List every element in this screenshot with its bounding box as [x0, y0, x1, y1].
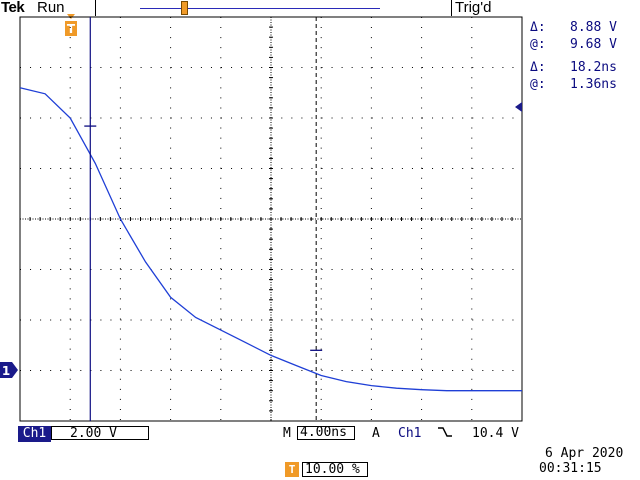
time-delta-label: Δ: — [530, 60, 546, 75]
trigger-arrow-icon — [67, 14, 75, 19]
horizontal-position-icon: T — [285, 462, 299, 477]
acquisition-mode: A — [372, 426, 380, 441]
header-divider — [451, 0, 452, 16]
cursor-group — [84, 17, 323, 421]
timebase-prefix: M — [283, 426, 291, 441]
voltage-at-value: 9.68 V — [570, 37, 617, 52]
graticule-border — [19, 16, 523, 422]
cursor-readout-panel: Δ: 8.88 V @: 9.68 V Δ: 18.2ns @: 1.36ns — [528, 20, 640, 100]
run-status: Run — [37, 0, 65, 16]
trigger-marker-label: T — [67, 22, 76, 36]
time-delta-value: 18.2ns — [570, 60, 617, 75]
trigger-source[interactable]: Ch1 — [398, 426, 422, 441]
record-length-bar — [140, 8, 380, 9]
voltage-at-label: @: — [530, 37, 546, 52]
falling-edge-icon — [438, 427, 452, 437]
horizontal-position-value[interactable]: 10.00 % — [302, 462, 368, 477]
trigger-status: Trig'd — [455, 0, 492, 16]
record-position-marker[interactable] — [181, 1, 188, 15]
timebase-value[interactable]: 4.00ns — [297, 426, 355, 440]
ch1-volts-per-div[interactable]: 2.00 V — [51, 426, 149, 441]
header-divider — [95, 0, 96, 16]
time-readout: 00:31:15 — [539, 461, 602, 476]
time-at-value: 1.36ns — [570, 77, 617, 92]
ref-level-arrow-icon — [515, 102, 522, 112]
trigger-position-marker[interactable]: T — [64, 14, 78, 38]
voltage-delta-label: Δ: — [530, 20, 546, 35]
ch1-waveform — [19, 87, 522, 392]
date-readout: 6 Apr 2020 — [545, 446, 624, 461]
brand-logo: Tek — [1, 0, 25, 16]
voltage-delta-value: 8.88 V — [570, 20, 617, 35]
ch1-ground-label: 1 — [2, 364, 10, 378]
ch1-ground-marker[interactable]: 1 — [0, 362, 18, 378]
time-at-label: @: — [530, 77, 546, 92]
ch1-channel-label[interactable]: Ch1 — [18, 426, 51, 442]
trigger-level[interactable]: 10.4 V — [472, 426, 519, 441]
graticule — [19, 16, 523, 422]
